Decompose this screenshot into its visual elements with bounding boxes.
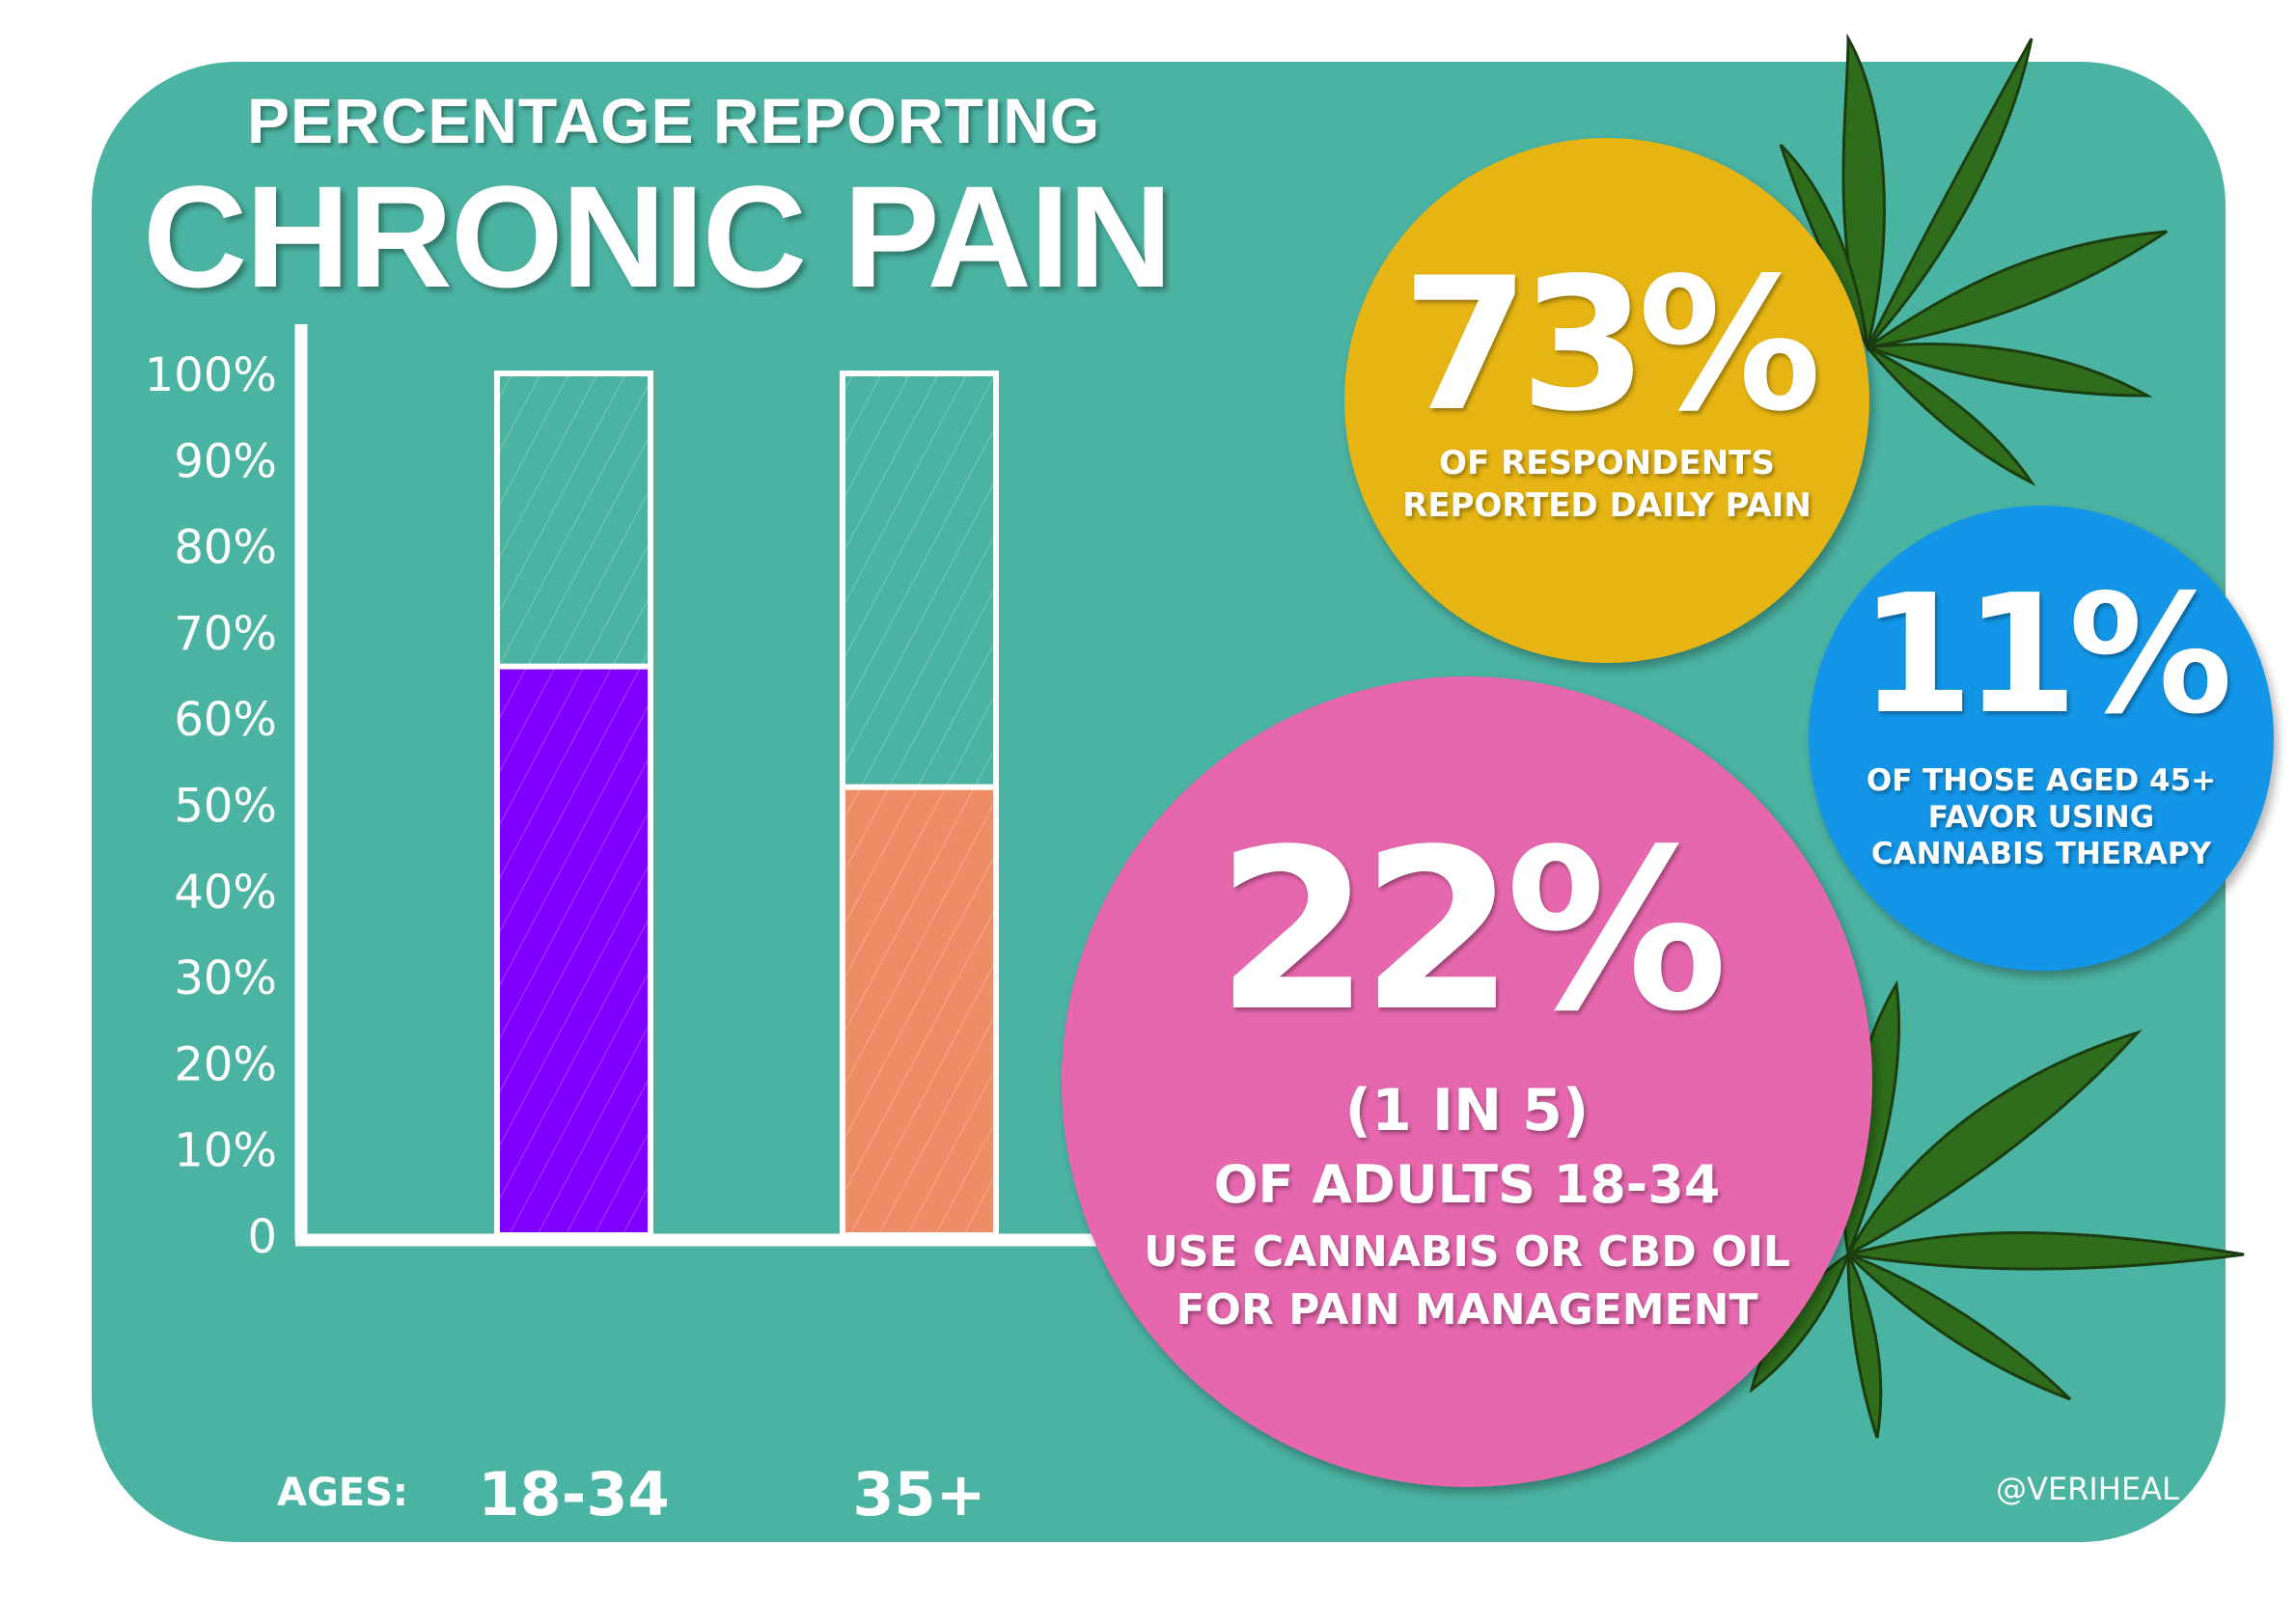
y-tick-label: 70%	[174, 607, 277, 661]
y-tick-label: 50%	[174, 780, 277, 834]
stat-text: REPORTED DAILY PAIN	[1402, 486, 1812, 525]
y-tick-label: 100%	[145, 348, 277, 402]
y-tick-label: 0	[247, 1210, 277, 1264]
cannabis-leaf-icon	[1779, 33, 2168, 486]
stat-value: 73%	[1401, 238, 1822, 452]
title-line-2: CHRONIC PAIN	[143, 155, 1173, 317]
stat-value: 22%	[1215, 803, 1729, 1061]
y-tick-label: 80%	[174, 521, 277, 575]
stat-value: 11%	[1859, 560, 2233, 751]
x-axis-label: AGES:	[277, 1471, 408, 1515]
stat-text: OF THOSE AGED 45+	[1866, 763, 2217, 798]
bar-hatch	[843, 786, 996, 1235]
y-tick-label: 20%	[174, 1037, 277, 1091]
stat-text: FAVOR USING	[1927, 800, 2155, 835]
stat-circle-pink: 22% (1 IN 5) OF ADULTS 18-34 USE CANNABI…	[1062, 676, 1872, 1487]
stat-text: CANNABIS THERAPY	[1870, 837, 2212, 871]
stat-text: FOR PAIN MANAGEMENT	[1176, 1285, 1758, 1335]
stat-text: USE CANNABIS OR CBD OIL	[1144, 1227, 1790, 1277]
stat-text: OF ADULTS 18-34	[1213, 1154, 1721, 1215]
y-tick-label: 40%	[174, 866, 277, 920]
y-tick-label: 60%	[174, 693, 277, 747]
title-line-1: PERCENTAGE REPORTING	[247, 85, 1101, 156]
x-tick-label: 35+	[852, 1459, 985, 1529]
bar-hatch	[497, 666, 650, 1235]
stat-circle-yellow: 73% OF RESPONDENTS REPORTED DAILY PAIN	[1344, 138, 1869, 663]
y-tick-label: 30%	[174, 951, 277, 1006]
stat-circle-blue: 11% OF THOSE AGED 45+ FAVOR USING CANNAB…	[1809, 506, 2274, 971]
y-tick-label: 90%	[174, 434, 277, 488]
y-tick-label: 10%	[174, 1124, 277, 1178]
stat-subtext: (1 IN 5)	[1344, 1077, 1590, 1144]
x-tick-label: 18-34	[478, 1459, 669, 1529]
handle-watermark: @VERIHEAL	[1996, 1471, 2179, 1507]
stat-text: OF RESPONDENTS	[1439, 444, 1775, 482]
